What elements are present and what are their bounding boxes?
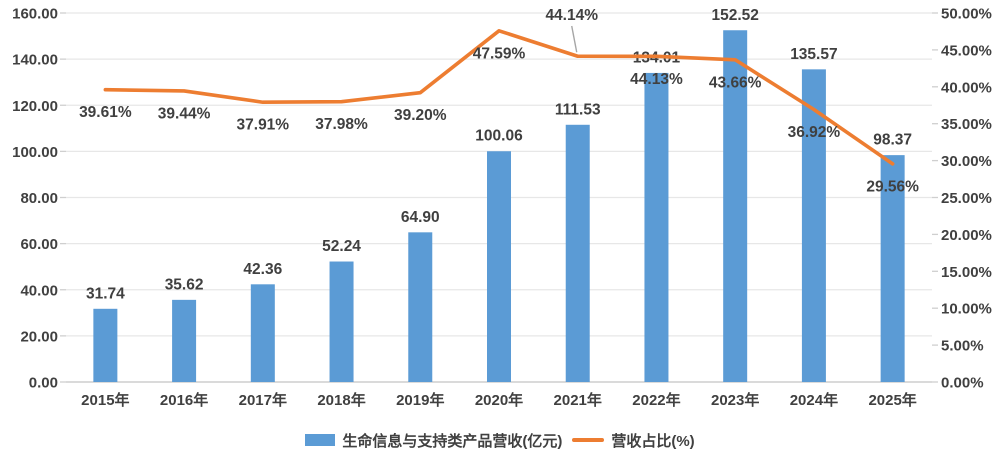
x-axis-label: 2024年 xyxy=(790,391,838,409)
left-axis-tick-label: 0.00 xyxy=(29,375,58,392)
line-point-label: 44.14% xyxy=(545,7,598,24)
left-axis-tick-label: 120.00 xyxy=(12,98,58,115)
right-axis-tick-label: 45.00% xyxy=(941,42,992,59)
line-point-label: 36.92% xyxy=(788,124,841,141)
left-axis-tick-label: 160.00 xyxy=(12,6,58,23)
bar xyxy=(172,299,197,382)
right-axis-tick-label: 10.00% xyxy=(941,301,992,318)
legend-label-ratio: 营收占比(%) xyxy=(611,432,695,450)
x-axis-label: 2017年 xyxy=(239,391,287,409)
bar-value-label: 64.90 xyxy=(401,209,440,226)
x-axis-label: 2018年 xyxy=(317,391,365,409)
right-axis-tick-label: 50.00% xyxy=(941,6,992,23)
right-axis-tick-label: 15.00% xyxy=(941,264,992,281)
bar xyxy=(801,69,826,383)
ratio-line xyxy=(103,28,895,166)
callout-leader-line xyxy=(571,25,578,53)
bar xyxy=(250,284,275,382)
bar-value-label: 100.06 xyxy=(475,128,523,145)
right-axis-tick-label: 5.00% xyxy=(941,338,984,355)
line-point-label: 47.59% xyxy=(473,45,526,62)
line-point-label: 44.13% xyxy=(630,71,683,88)
left-axis-tick-label: 80.00 xyxy=(20,190,58,207)
right-axis-tick-label: 30.00% xyxy=(941,153,992,170)
line-point-label: 37.91% xyxy=(237,117,290,134)
bar-value-label: 42.36 xyxy=(243,261,282,278)
combo-chart: 160.00 140.00 120.00 100.00 80.00 60.00 40.00 2… xyxy=(12,6,992,410)
legend-line-swatch xyxy=(572,438,605,442)
legend-bar-swatch xyxy=(305,434,336,446)
x-axis-label: 2020年 xyxy=(475,391,523,409)
bar xyxy=(565,124,590,382)
left-axis-tick-label: 60.00 xyxy=(20,236,58,253)
line-point-label: 29.56% xyxy=(866,178,919,195)
x-axis-label: 2015年 xyxy=(81,391,129,409)
line-point-label: 43.66% xyxy=(709,74,762,91)
line-point-label: 39.20% xyxy=(394,107,447,124)
right-axis-tick-label: 40.00% xyxy=(941,79,992,96)
right-axis-tick-label: 35.00% xyxy=(941,116,992,133)
left-axis-tick-label: 40.00 xyxy=(20,282,58,299)
right-axis-tick-label: 25.00% xyxy=(941,190,992,207)
bar xyxy=(487,151,511,382)
bar xyxy=(644,72,669,382)
left-axis-tick-label: 100.00 xyxy=(12,144,58,161)
right-axis-tick-label: 0.00% xyxy=(941,375,984,392)
bar xyxy=(723,30,748,382)
right-axis-tick-label: 20.00% xyxy=(941,227,992,244)
bar-value-label: 35.62 xyxy=(165,276,204,293)
legend-item-ratio: 营收占比(%) xyxy=(572,430,695,451)
bar xyxy=(880,155,905,382)
chart-legend: 生命信息与支持类产品营收(亿元) 营收占比(%) xyxy=(0,427,1000,453)
x-axis-label: 2022年 xyxy=(632,391,680,409)
bar-value-label: 111.53 xyxy=(555,101,601,118)
line-point-label: 37.98% xyxy=(315,116,368,133)
x-axis-label: 2016年 xyxy=(160,391,208,409)
bar xyxy=(408,232,433,382)
line-point-label: 39.44% xyxy=(158,105,211,122)
bar xyxy=(93,308,118,382)
bar-value-label: 52.24 xyxy=(322,238,361,255)
left-axis-tick-label: 20.00 xyxy=(20,328,58,345)
legend-label-revenue: 生命信息与支持类产品营收(亿元) xyxy=(342,432,563,450)
left-axis-tick-label: 140.00 xyxy=(12,52,58,69)
bar xyxy=(329,261,354,382)
bar-value-label: 31.74 xyxy=(86,285,125,302)
legend-item-revenue: 生命信息与支持类产品营收(亿元) xyxy=(305,430,562,451)
bar-value-label: 98.37 xyxy=(873,132,912,149)
x-axis-label: 2025年 xyxy=(868,391,916,409)
x-axis-label: 2023年 xyxy=(711,391,759,409)
line-point-label: 39.61% xyxy=(79,104,132,121)
x-axis-label: 2019年 xyxy=(396,391,444,409)
x-axis-label: 2021年 xyxy=(554,391,602,409)
bar-value-label: 135.57 xyxy=(790,46,837,63)
bar-value-label: 152.52 xyxy=(711,7,758,24)
